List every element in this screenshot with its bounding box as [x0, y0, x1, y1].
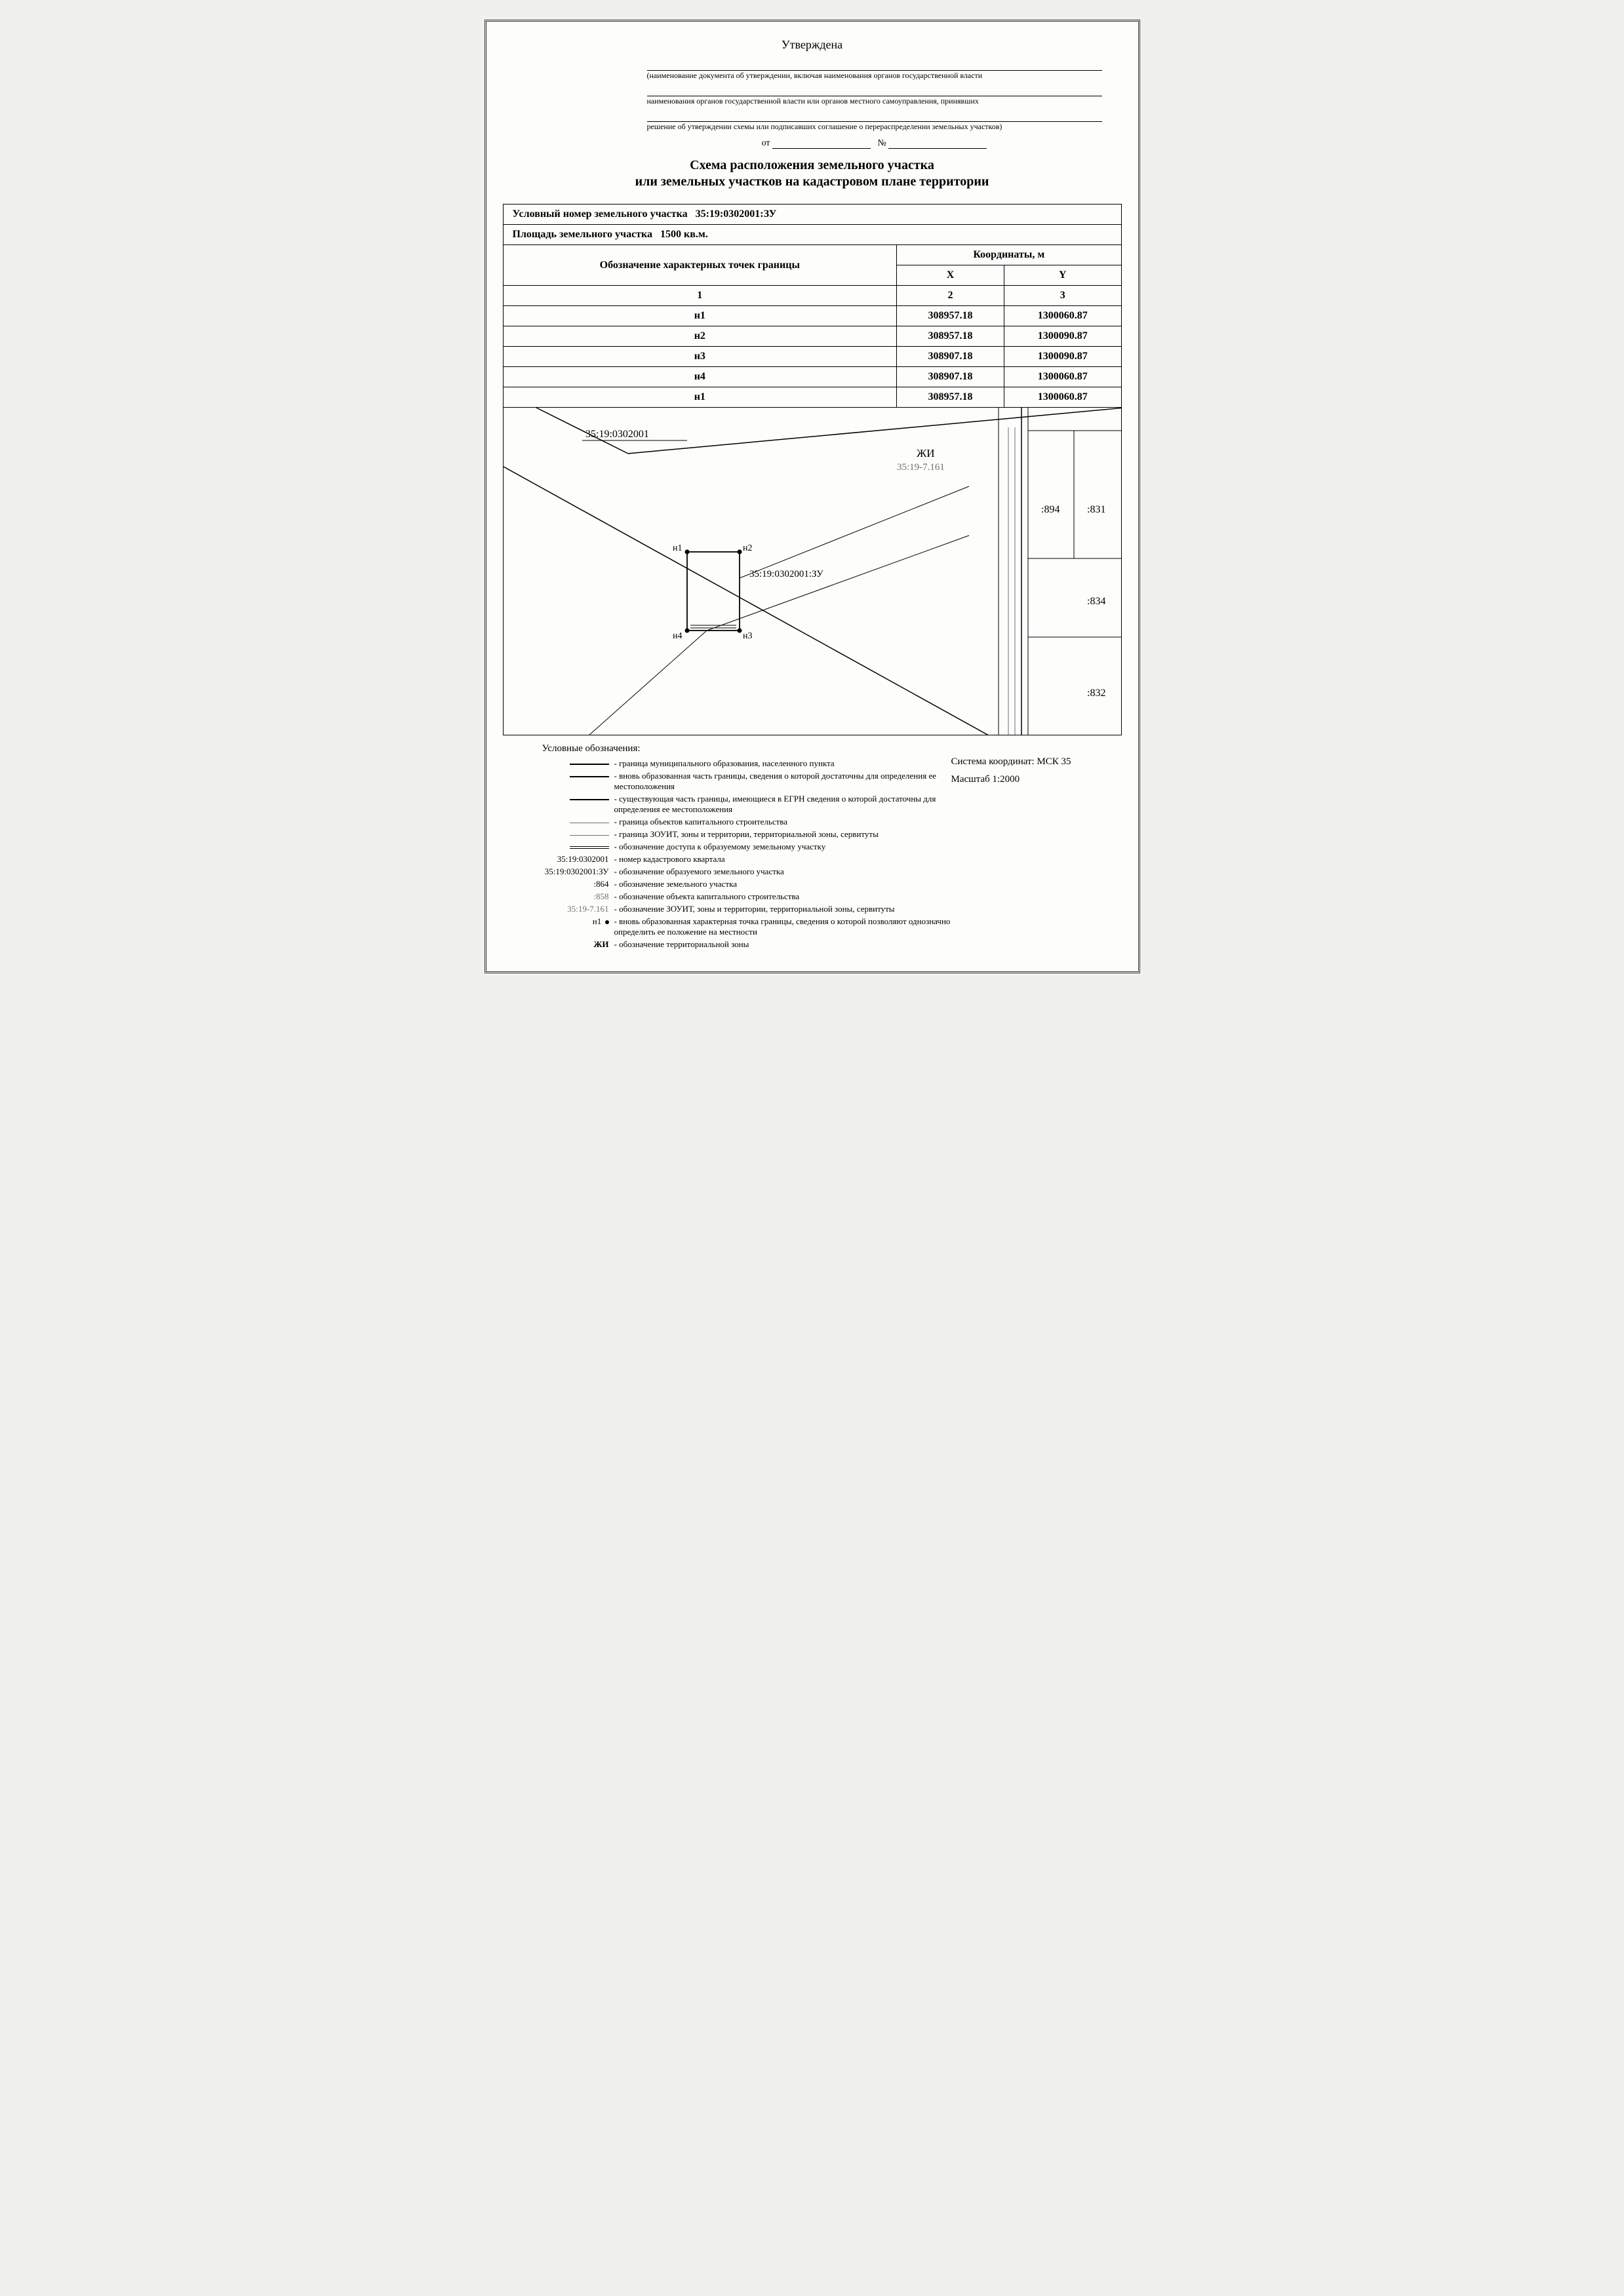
- svg-text::832: :832: [1087, 688, 1105, 699]
- hdr-1: 1: [503, 286, 897, 306]
- legend-row: :858- обозначение объекта капитального с…: [542, 891, 951, 902]
- legend-row: - обозначение доступа к образуемому земе…: [542, 842, 951, 852]
- table-row: н3308907.181300090.87: [503, 347, 1121, 367]
- legend-title: Условные обозначения:: [542, 743, 951, 754]
- hdr-2: 2: [897, 286, 1004, 306]
- document-page: Утверждена (наименование документа об ут…: [485, 20, 1140, 973]
- approved-label: Утверждена: [503, 38, 1122, 52]
- svg-text::834: :834: [1087, 596, 1105, 607]
- table-row: н4308907.181300060.87: [503, 367, 1121, 387]
- caption-2: наименования органов государственной вла…: [647, 96, 1102, 106]
- legend-row: - вновь образованная часть границы, свед…: [542, 771, 951, 792]
- num-label: №: [878, 138, 886, 148]
- cond-num-label: Условный номер земельного участка: [513, 208, 688, 220]
- caption-3: решение об утверждении схемы или подписа…: [647, 122, 1102, 132]
- svg-text:35:19:0302001:ЗУ: 35:19:0302001:ЗУ: [749, 569, 823, 579]
- legend-row: - граница объектов капитального строител…: [542, 817, 951, 827]
- legend-row: - граница ЗОУИТ, зоны и территории, терр…: [542, 829, 951, 840]
- table-row: н1308957.181300060.87: [503, 306, 1121, 326]
- legend-row: :864- обозначение земельного участка: [542, 879, 951, 889]
- table-row: н2308957.181300090.87: [503, 326, 1121, 347]
- svg-text:н4: н4: [673, 631, 683, 641]
- cadastral-map: 35:19:0302001 ЖИ 35:19-7.161 35:19:03020…: [503, 408, 1122, 735]
- svg-text:35:19:0302001: 35:19:0302001: [585, 429, 649, 440]
- svg-text:35:19-7.161: 35:19-7.161: [897, 462, 945, 473]
- doc-title-2: или земельных участков на кадастровом пл…: [503, 174, 1122, 189]
- legend-row: 35:19:0302001:ЗУ- обозначение образуемог…: [542, 866, 951, 877]
- svg-text:н1: н1: [673, 543, 683, 553]
- area-value: 1500 кв.м.: [660, 229, 708, 240]
- svg-text:н2: н2: [743, 543, 753, 553]
- legend-row: н1 - вновь образованная характерная точк…: [542, 916, 951, 937]
- ot-label: от: [762, 138, 770, 148]
- coords-table: Условный номер земельного участка 35:19:…: [503, 204, 1122, 408]
- col-coords: Координаты, м: [897, 245, 1121, 265]
- approval-meta: (наименование документа об утверждении, …: [647, 62, 1102, 149]
- scale-label: Масштаб 1:2000: [951, 774, 1122, 785]
- crs-label: Система координат: МСК 35: [951, 756, 1122, 768]
- legend-row: 35:19-7.161- обозначение ЗОУИТ, зоны и т…: [542, 904, 951, 914]
- col-x: X: [897, 265, 1004, 286]
- doc-title-1: Схема расположения земельного участка: [503, 158, 1122, 173]
- col-y: Y: [1004, 265, 1121, 286]
- legend-row: 35:19:0302001- номер кадастрового кварта…: [542, 854, 951, 865]
- area-label: Площадь земельного участка: [513, 229, 653, 240]
- svg-text:ЖИ: ЖИ: [917, 447, 935, 459]
- table-row: н1308957.181300060.87: [503, 387, 1121, 408]
- hdr-3: 3: [1004, 286, 1121, 306]
- legend-row: - граница муниципального образования, на…: [542, 758, 951, 769]
- cond-num: 35:19:0302001:ЗУ: [696, 208, 777, 220]
- caption-1: (наименование документа об утверждении, …: [647, 71, 1102, 81]
- col-points: Обозначение характерных точек границы: [503, 245, 897, 286]
- legend-row: ЖИ- обозначение территориальной зоны: [542, 939, 951, 950]
- svg-text::894: :894: [1041, 504, 1060, 515]
- svg-text::831: :831: [1087, 504, 1105, 515]
- legend-row: - существующая часть границы, имеющиеся …: [542, 794, 951, 815]
- legend: Условные обозначения: - граница муниципа…: [503, 743, 1122, 952]
- svg-text:н3: н3: [743, 631, 753, 641]
